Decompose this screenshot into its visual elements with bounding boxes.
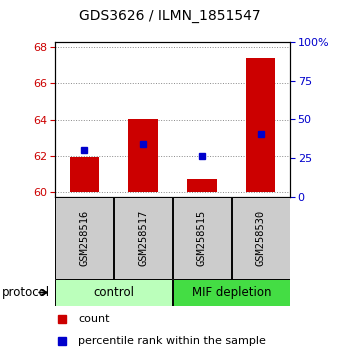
Text: GSM258516: GSM258516 (79, 210, 89, 266)
Bar (187, 179, 217, 192)
Bar (55, 279, 172, 306)
Bar (173, 197, 231, 279)
Text: protocol: protocol (2, 286, 50, 299)
Text: percentile rank within the sample: percentile rank within the sample (79, 336, 266, 346)
Bar (114, 197, 172, 279)
Text: GSM258515: GSM258515 (197, 210, 207, 266)
Bar (70, 157, 99, 192)
Bar (246, 58, 275, 192)
Bar (173, 279, 290, 306)
Text: GSM258530: GSM258530 (256, 210, 266, 266)
Text: count: count (79, 314, 110, 324)
Text: MIF depletion: MIF depletion (191, 286, 271, 299)
Bar (232, 197, 290, 279)
Bar (55, 197, 114, 279)
Text: control: control (93, 286, 134, 299)
Text: GDS3626 / ILMN_1851547: GDS3626 / ILMN_1851547 (79, 9, 261, 23)
Bar (129, 119, 158, 192)
Text: GSM258517: GSM258517 (138, 210, 148, 266)
